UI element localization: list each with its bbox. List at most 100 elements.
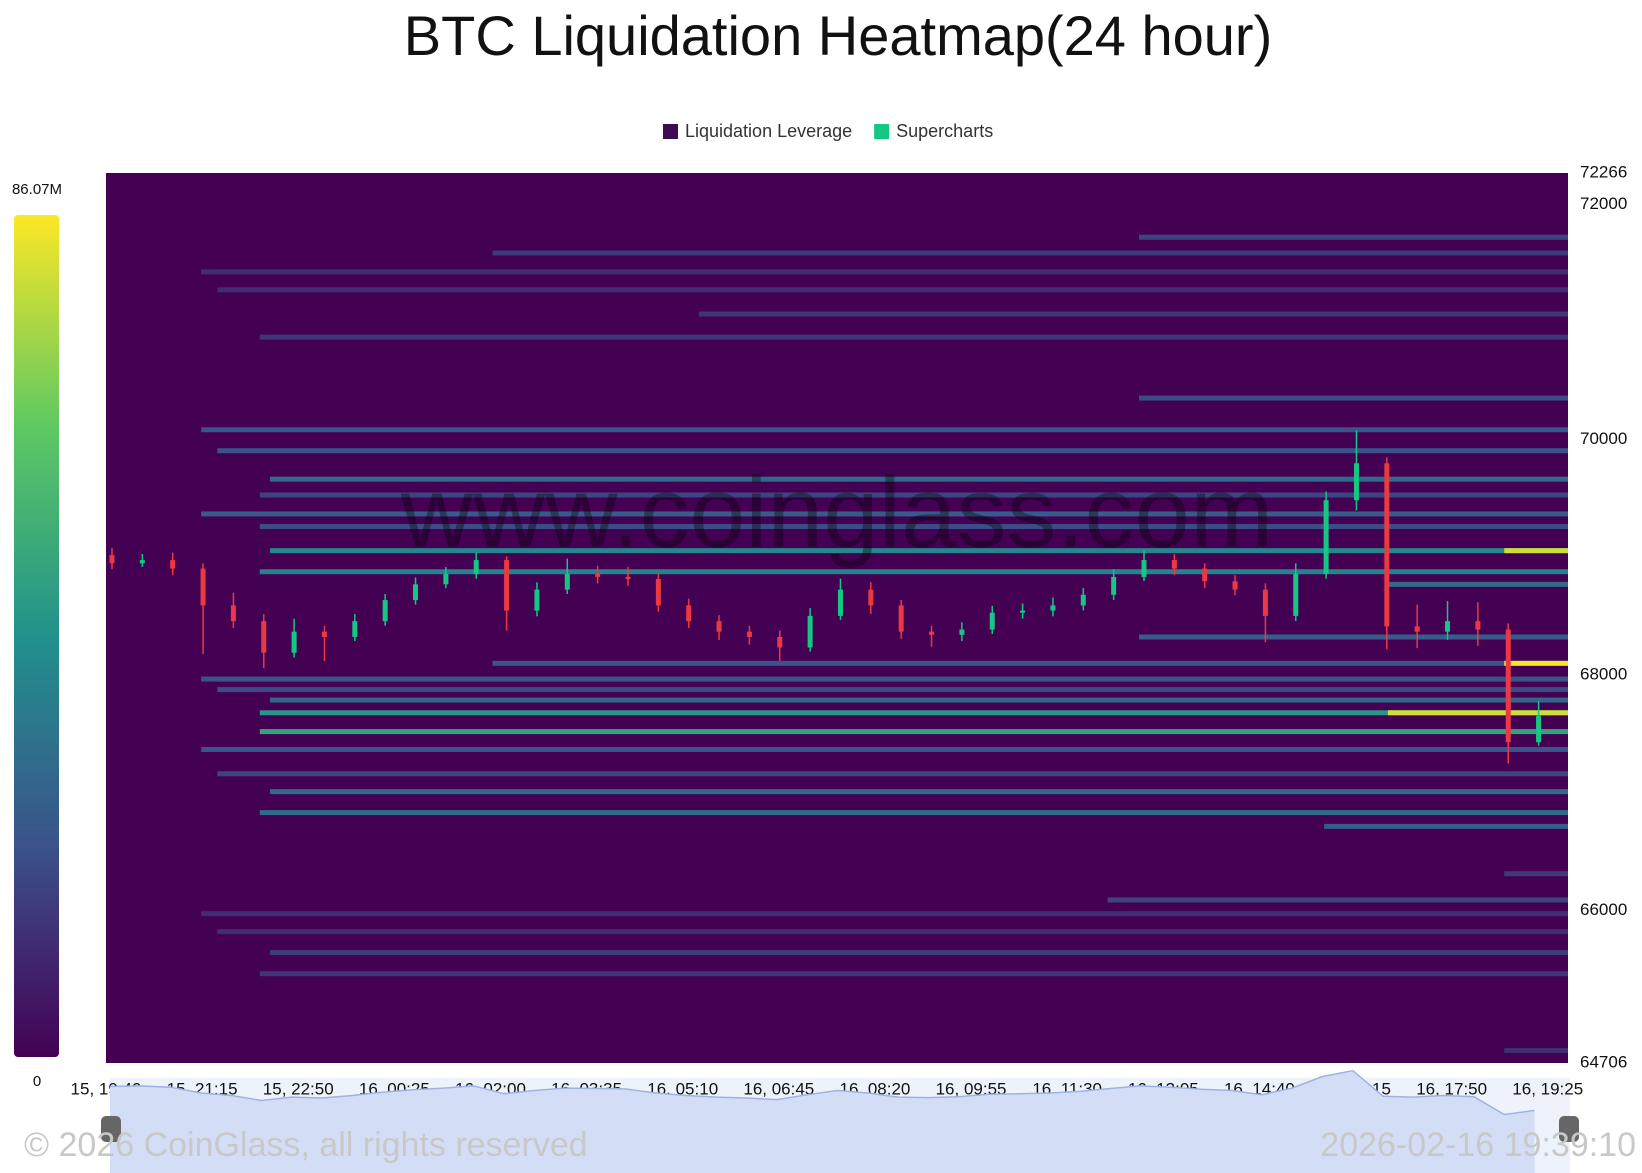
candle-body [230,605,236,622]
candle-body [989,612,995,630]
heat-band [1504,1047,1568,1053]
candle-body [1536,715,1542,743]
heat-band [259,492,1568,498]
heat-band [217,929,1568,935]
candle-body [625,576,631,580]
heat-band [259,971,1568,977]
candle-body [716,621,722,632]
heat-band [1139,395,1568,401]
heat-band [201,676,1568,682]
copyright: © 2026 CoinGlass, all rights reserved [24,1126,588,1164]
heat-band [217,287,1568,293]
candle-body [1080,594,1086,606]
candle-body [382,600,388,622]
candle-body [807,615,813,648]
candle-body [1141,560,1147,577]
candle-body [1445,621,1451,632]
navigator-handle[interactable] [1559,1116,1579,1142]
heat-band [217,448,1568,454]
heat-band [1504,660,1568,666]
candle-body [686,605,692,622]
heat-band [1107,897,1568,903]
watermark: www.coinglass.com [400,456,1274,568]
candle-body [1293,573,1299,616]
heat-band [217,687,1568,693]
legend-label: Liquidation Leverage [685,121,852,141]
candle-body [200,568,206,606]
candle-body [898,605,904,632]
heat-band [201,911,1568,917]
candle-body [929,631,935,635]
candle-body [564,573,570,590]
x-tick-label: 16, 19:25 [1512,1079,1583,1098]
candle-body [868,589,874,606]
candle-body [1232,581,1238,590]
candle-body [473,560,479,574]
timestamp: 2026-02-16 19:39:10 [1320,1126,1636,1164]
colorbar [14,215,59,1057]
heat-band [1139,634,1568,640]
heat-band [259,334,1568,340]
candle-body [746,631,752,637]
heat-band [269,548,1568,554]
candle-body [1171,560,1177,569]
candle-body [170,560,176,569]
heat-band [217,771,1568,777]
y-tick-label: 72000 [1580,194,1627,213]
navigator-handle[interactable] [101,1116,121,1142]
candle-body [291,631,297,653]
candle-body [413,584,419,601]
legend-label: Supercharts [896,121,993,141]
heat-band [259,729,1568,735]
candle-body [321,631,327,637]
candle-body [837,589,843,616]
candle-body [1202,568,1208,582]
legend-swatch [663,124,678,139]
navigator-line [109,1069,1535,1116]
candle-body [959,629,965,635]
heat-band [201,269,1568,275]
colorbar-label: 86.07M [12,181,62,198]
heat-band [1387,581,1568,587]
heat-band [259,810,1568,816]
candle-body [504,560,510,611]
candle-body [1020,610,1026,613]
heat-band [201,511,1568,517]
heat-band [1504,871,1568,877]
candle-body [777,636,783,648]
plot-area [106,173,1568,1063]
heat-band [269,950,1568,956]
heat-band [259,710,1568,716]
heat-band [201,746,1568,752]
heat-band [1139,234,1568,240]
navigator-area [110,1070,1535,1173]
x-tick-label: 15, 22:50 [263,1079,334,1098]
heat-band [259,524,1568,530]
heat-band [201,427,1568,433]
candle-body [1111,576,1117,595]
candle-body [109,555,115,564]
y-tick-label: 68000 [1580,665,1627,684]
heat-band [492,250,1568,256]
heat-band [259,569,1568,575]
heat-band [1324,823,1568,829]
x-tick-label: 16, 17:50 [1416,1079,1487,1098]
candle-body [1353,463,1359,501]
legend-swatch [874,124,890,139]
candle-body [1323,500,1329,574]
candle-body [655,579,661,606]
heat-band [698,311,1568,317]
y-tick-label: 72266 [1580,162,1627,181]
heat-band [492,660,1568,666]
candle-body [1414,626,1420,632]
candle-body [1262,589,1268,616]
candle-body [443,573,449,585]
heat-band [1387,710,1568,716]
candle-body [139,560,145,564]
candle-body [261,621,267,653]
candle-body [352,621,358,637]
heat-band [1504,548,1568,554]
candle-body [534,589,540,611]
